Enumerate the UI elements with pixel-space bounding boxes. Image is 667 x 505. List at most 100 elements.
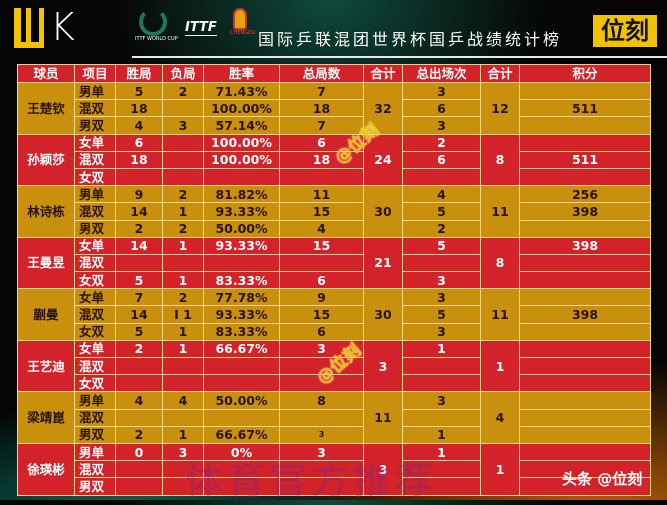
games-lost: 4: [162, 391, 204, 410]
column-header: 积分: [519, 64, 651, 83]
event: 女单: [74, 339, 116, 359]
table-row: 女双: [18, 374, 651, 393]
appearances: 5: [402, 305, 481, 324]
table-row: 男双 4 3 57.14% 7 3: [18, 116, 651, 135]
win-rate: [203, 253, 280, 273]
table-row: 混双 14 I 1 93.33% 15 5 398: [18, 305, 651, 324]
player-name: 蒯曼: [17, 288, 75, 341]
games-lost: 1: [162, 271, 204, 290]
points: [519, 81, 651, 101]
games-won: 2: [115, 219, 163, 238]
total-games: 7: [279, 116, 364, 135]
games-lost: 1: [162, 236, 204, 255]
appearances: [402, 167, 481, 187]
table-row: 梁靖崑 男单 4 4 50.00% 8 11 3 4: [17, 391, 651, 444]
table-header: 球员 项目 胜局 负局 胜率 总局数 合计 总出场次 合计 积分: [17, 64, 651, 83]
total-games: [279, 167, 364, 187]
total-games: 15: [279, 236, 364, 255]
games-lost: [162, 374, 204, 393]
games-lost: [162, 99, 204, 118]
world-cup-logo: ITTF WORLD CUP: [135, 8, 178, 42]
total-games: 6: [279, 271, 364, 290]
event: 女双: [74, 271, 116, 290]
games-total: 30: [363, 185, 403, 238]
title-divider: [132, 56, 667, 58]
appearances-total: 11: [480, 288, 520, 341]
games-won: [115, 460, 163, 479]
win-rate: 71.43%: [203, 81, 280, 101]
win-rate: 81.82%: [203, 185, 280, 204]
total-games: 3: [279, 339, 364, 359]
win-rate: 93.33%: [203, 305, 280, 324]
watermark-source: 头条 @位刻: [562, 470, 643, 488]
total-games: [279, 408, 364, 427]
appearances-total: 12: [480, 82, 520, 135]
win-rate: 57.14%: [203, 116, 280, 135]
win-rate: 93.33%: [203, 202, 280, 221]
table-row: 混双: [18, 356, 651, 376]
event: 女双: [74, 322, 116, 341]
points: [519, 425, 651, 444]
event: 男单: [74, 442, 116, 462]
event: 女双: [74, 167, 116, 187]
player-name: 孙颖莎: [17, 133, 75, 187]
total-games: 8: [279, 391, 364, 410]
event: 男双: [74, 219, 116, 238]
win-rate: [203, 477, 280, 496]
player-name: 梁靖崑: [17, 391, 75, 444]
win-rate: 100.00%: [203, 133, 280, 152]
appearances: 2: [402, 219, 481, 238]
appearances: [402, 374, 481, 393]
games-won: 14: [115, 202, 163, 221]
column-header: 胜率: [203, 64, 280, 83]
wk-logo: K: [14, 6, 76, 50]
win-rate: 66.67%: [203, 425, 280, 444]
column-header: 总局数: [279, 64, 364, 83]
games-won: 9: [115, 185, 163, 204]
column-header: 负局: [162, 64, 204, 83]
games-won: [115, 253, 163, 273]
games-won: 2: [115, 339, 163, 359]
games-lost: [162, 408, 204, 427]
games-total: 32: [363, 82, 403, 135]
event: 女单: [74, 236, 116, 255]
games-lost: [162, 356, 204, 376]
win-rate: [203, 408, 280, 427]
appearances: 1: [402, 442, 481, 462]
total-games: 7: [279, 81, 364, 101]
games-lost: 3: [162, 116, 204, 135]
games-total: 11: [363, 391, 403, 444]
appearances: 1: [402, 425, 481, 444]
games-won: 18: [115, 150, 163, 169]
games-lost: [162, 253, 204, 273]
event: 混双: [74, 202, 116, 221]
page-title: 国际乒联混团世界杯国乒战绩统计榜: [258, 30, 563, 49]
appearances-total: 4: [480, 391, 520, 444]
win-rate: [203, 374, 280, 393]
event: 男单: [74, 185, 116, 204]
total-games: [279, 477, 364, 496]
ittf-logo: ITTF: [185, 20, 217, 36]
event: 女单: [74, 288, 116, 307]
table-row: 徐瑛彬 男单 0 3 0% 3 3 1 1: [17, 442, 651, 496]
table-row: 男双: [18, 477, 651, 496]
total-games: [279, 374, 364, 393]
appearances: [402, 253, 481, 273]
games-won: [115, 477, 163, 496]
player-name: 林诗栋: [17, 185, 75, 238]
watermark-faint: 体育官方推荐: [185, 459, 438, 503]
games-won: 4: [115, 391, 163, 410]
appearances: 3: [402, 288, 481, 307]
games-lost: I 1: [162, 305, 204, 324]
win-rate: 93.33%: [203, 236, 280, 255]
appearances-total: 8: [480, 236, 520, 290]
table-row: 王楚钦 男单 5 2 71.43% 7 32 3 12: [17, 81, 651, 135]
stats-table: 球员 项目 胜局 负局 胜率 总局数 合计 总出场次 合计 积分 王楚钦 男单 5 2 71.43% 7 32…: [17, 64, 651, 496]
event: 男单: [74, 81, 116, 101]
table-row: 混双: [18, 253, 651, 273]
appearances: [402, 356, 481, 376]
games-lost: [162, 477, 204, 496]
player-name: 徐瑛彬: [17, 442, 75, 496]
appearances: 3: [402, 81, 481, 101]
event: 女单: [74, 133, 116, 152]
